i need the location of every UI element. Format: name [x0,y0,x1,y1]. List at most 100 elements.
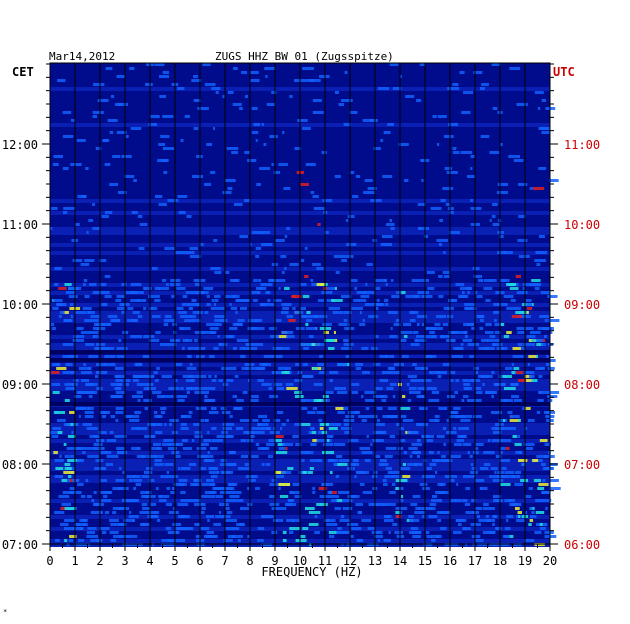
heatmap-cell [360,295,370,298]
heatmap-cell [294,423,302,426]
heatmap-cell [280,471,292,474]
heatmap-cell [61,479,68,482]
heatmap-cell [474,507,483,510]
heatmap-cell [436,239,449,242]
heatmap-cell [328,347,335,350]
heatmap-cell [292,295,302,298]
heatmap-cell [72,339,84,342]
heatmap-cell [189,315,196,318]
heatmap-cell [72,259,83,262]
heatmap-cell [322,367,325,370]
heatmap-cell [284,287,290,290]
heatmap-cell [400,499,404,502]
heatmap-cell [69,487,75,490]
heatmap-cell [78,539,85,542]
heatmap-cell [195,407,207,410]
heatmap-cell [268,283,273,286]
heatmap-cell [201,483,211,486]
heatmap-cell [121,303,125,306]
heatmap-cell [515,451,522,454]
heatmap-cell [318,419,323,422]
heatmap-cell [515,275,521,278]
heatmap-cell [93,447,105,450]
heatmap-cell [236,399,244,402]
heatmap-cell [104,355,116,358]
heatmap-cell [483,503,489,506]
heatmap-cell [168,443,176,446]
heatmap-cell [319,495,330,498]
heatmap-cell [196,319,201,322]
heatmap-cell [210,331,215,334]
heatmap-cell [77,195,87,198]
heatmap-cell [491,343,497,346]
heatmap-cell [503,419,506,422]
heatmap-cell [448,475,457,478]
heatmap-cell [154,511,160,514]
heatmap-cell [240,355,246,358]
heatmap-cell [497,303,500,306]
heatmap-cell [316,503,322,506]
heatmap-cell [491,371,495,374]
heatmap-cell [499,399,509,402]
heatmap-cell [143,375,154,378]
heatmap-cell [383,539,391,542]
heatmap-cell [71,431,74,434]
heatmap-cell [251,455,259,458]
heatmap-cell [462,475,475,478]
heatmap-cell [181,439,188,442]
heatmap-cell [295,363,300,366]
heatmap-cell [136,383,149,386]
heatmap-cell [281,271,285,274]
heatmap-cell [473,451,479,454]
heatmap-cell [532,459,539,462]
heatmap-cell [141,475,151,478]
heatmap-cell [64,399,70,402]
heatmap-cell [197,523,201,526]
x-tick-label-2: 2 [96,554,103,568]
heatmap-cell [277,443,285,446]
heatmap-cell [169,423,173,426]
heatmap-cell [185,379,194,382]
heatmap-cell [437,519,442,522]
heatmap-cell [390,227,395,230]
heatmap-cell [524,427,528,430]
heatmap-cell [57,431,63,434]
heatmap-cell [171,451,178,454]
heatmap-cell [53,451,58,454]
heatmap-cell [501,467,507,470]
heatmap-cell [142,507,151,510]
heatmap-cell [209,355,215,358]
heatmap-cell [219,463,229,466]
heatmap-cell [326,523,338,526]
heatmap-cell [161,375,172,378]
heatmap-cell [374,335,379,338]
heatmap-cell [506,515,514,518]
heatmap-cell [194,435,203,438]
heatmap-cell [229,415,233,418]
x-tick-label-7: 7 [221,554,228,568]
heatmap-cell [479,327,484,330]
heatmap-cell [539,367,545,370]
heatmap-cell [312,111,324,114]
heatmap-cell [471,467,477,470]
heatmap-cell [515,435,521,438]
heatmap-cell [431,391,440,394]
heatmap-cell [131,427,140,430]
heatmap-cell [287,499,295,502]
heatmap-cell [434,323,441,326]
heatmap-cell [328,459,338,462]
heatmap-cell [494,311,500,314]
heatmap-cell [220,407,227,410]
heatmap-cell [459,71,465,74]
heatmap-cell [162,71,170,74]
heatmap-cell [391,483,396,486]
heatmap-cell [160,407,167,410]
heatmap-cell [383,519,394,522]
heatmap-cell [334,387,346,390]
heatmap-cell [368,191,375,194]
heatmap-cell [329,379,333,382]
heatmap-cell [62,111,72,114]
heatmap-cell [182,295,188,298]
heatmap-cell [343,343,354,346]
heatmap-cell [66,447,72,450]
